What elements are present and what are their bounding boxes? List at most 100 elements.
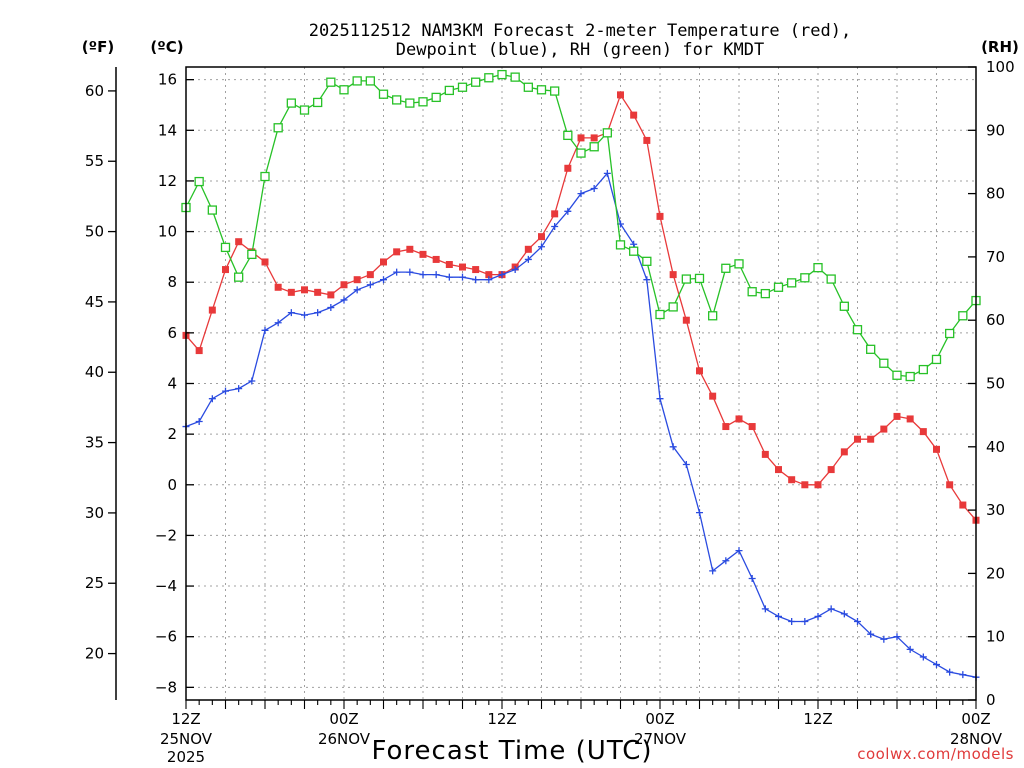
- rh-point: [655, 309, 665, 320]
- dewpoint-point: [248, 377, 256, 385]
- dewpoint-point: [261, 326, 269, 334]
- rh-point: [747, 287, 757, 297]
- dewpoint-point: [287, 309, 295, 317]
- temperature-point: [840, 448, 848, 456]
- celsius-tick-label: 14: [158, 121, 177, 139]
- rh-tick-label: 30: [986, 501, 1005, 519]
- temperature-point: [761, 450, 769, 458]
- temperature-point: [577, 134, 585, 142]
- rh-point: [326, 77, 336, 87]
- rh-point: [405, 98, 415, 108]
- rh-point: [800, 273, 810, 283]
- time-tick-label: 00Z: [961, 710, 990, 728]
- tick-labels: 1614121086420−2−4−6−86055504540353025201…: [85, 58, 1015, 766]
- dewpoint-point: [327, 304, 335, 312]
- temperature-point: [867, 435, 875, 443]
- rh-point: [431, 92, 441, 103]
- dewpoint-point: [919, 653, 927, 661]
- rh-point: [510, 72, 520, 82]
- rh-point: [484, 73, 494, 83]
- rh-point: [668, 302, 678, 312]
- dewpoint-point: [906, 645, 914, 653]
- celsius-tick-label: 2: [167, 425, 177, 443]
- dewpoint-point: [722, 557, 730, 565]
- dewpoint-point: [840, 610, 848, 618]
- fahrenheit-unit-label: (ºF): [82, 38, 114, 56]
- temperature-point: [814, 481, 822, 489]
- rh-point: [852, 325, 863, 335]
- temperature-point: [485, 271, 493, 279]
- temperature-point: [327, 291, 335, 299]
- rh-point: [576, 148, 586, 158]
- temperature-point: [933, 445, 940, 453]
- rh-point: [418, 97, 428, 107]
- temperature-point: [775, 466, 782, 474]
- temperature-point: [722, 423, 730, 431]
- dewpoint-point: [564, 207, 572, 215]
- dewpoint-point: [801, 618, 809, 626]
- temperature-point: [222, 266, 229, 274]
- temperature-point: [287, 288, 295, 296]
- rh-point: [892, 370, 902, 380]
- dewpoint-point: [814, 612, 822, 620]
- rh-point: [958, 311, 968, 321]
- temperature-point: [709, 392, 717, 400]
- rh-point: [589, 142, 599, 152]
- dewpoint-point: [340, 296, 348, 304]
- dewpoint-point: [682, 461, 690, 469]
- celsius-tick-label: 16: [158, 71, 177, 89]
- rh-point: [839, 301, 849, 311]
- rh-tick-label: 0: [986, 691, 996, 709]
- rh-point: [721, 263, 731, 273]
- temperature-point: [919, 428, 927, 436]
- temperature-point: [538, 233, 545, 241]
- temperature-point: [630, 111, 638, 119]
- dewpoint-point: [696, 509, 703, 517]
- dewpoint-series: [182, 169, 980, 681]
- celsius-tick-label: −6: [155, 628, 177, 646]
- rh-tick-label: 80: [986, 185, 1005, 203]
- rh-tick-label: 70: [986, 248, 1005, 266]
- temperature-point: [208, 306, 216, 314]
- dewpoint-point: [761, 605, 769, 613]
- time-tick-label: 12Z: [171, 710, 200, 728]
- rh-point: [378, 89, 389, 99]
- dewpoint-point: [208, 395, 216, 403]
- fahrenheit-tick-label: 35: [85, 434, 104, 452]
- x-axis-label: Forecast Time (UTC): [371, 736, 652, 766]
- celsius-tick-label: 0: [167, 476, 177, 494]
- rh-point: [615, 240, 626, 250]
- dewpoint-point: [827, 605, 835, 613]
- rh-point: [642, 256, 652, 266]
- celsius-tick-label: −2: [155, 526, 177, 544]
- celsius-tick-label: −8: [155, 678, 177, 696]
- fahrenheit-tick-label: 40: [85, 363, 104, 381]
- series-layer: [181, 69, 981, 681]
- plot-frame: [185, 66, 977, 701]
- rh-point: [471, 77, 481, 87]
- temperature-point: [524, 245, 532, 253]
- dewpoint-point: [775, 612, 782, 620]
- temperature-point: [854, 435, 861, 443]
- rh-point: [905, 371, 915, 382]
- rh-tick-label: 10: [986, 628, 1005, 646]
- fahrenheit-tick-label: 20: [85, 645, 104, 663]
- time-date-label: 28NOV: [950, 730, 1003, 748]
- dewpoint-point: [603, 169, 611, 177]
- dewpoint-point: [524, 255, 532, 263]
- temperature-point: [314, 288, 322, 296]
- rh-tick-label: 40: [986, 438, 1005, 456]
- rh-tick-label: 50: [986, 375, 1005, 393]
- rh-point: [787, 278, 797, 288]
- celsius-unit-label: (ºC): [150, 38, 183, 56]
- time-tick-label: 00Z: [329, 710, 358, 728]
- dewpoint-point: [854, 618, 861, 626]
- rh-point: [879, 358, 889, 368]
- dewpoint-point: [748, 574, 756, 582]
- temperature-point: [617, 91, 624, 99]
- rh-tick-label: 60: [986, 311, 1005, 329]
- rh-point: [550, 86, 560, 96]
- rh-point: [945, 328, 955, 339]
- temperature-point: [235, 238, 243, 246]
